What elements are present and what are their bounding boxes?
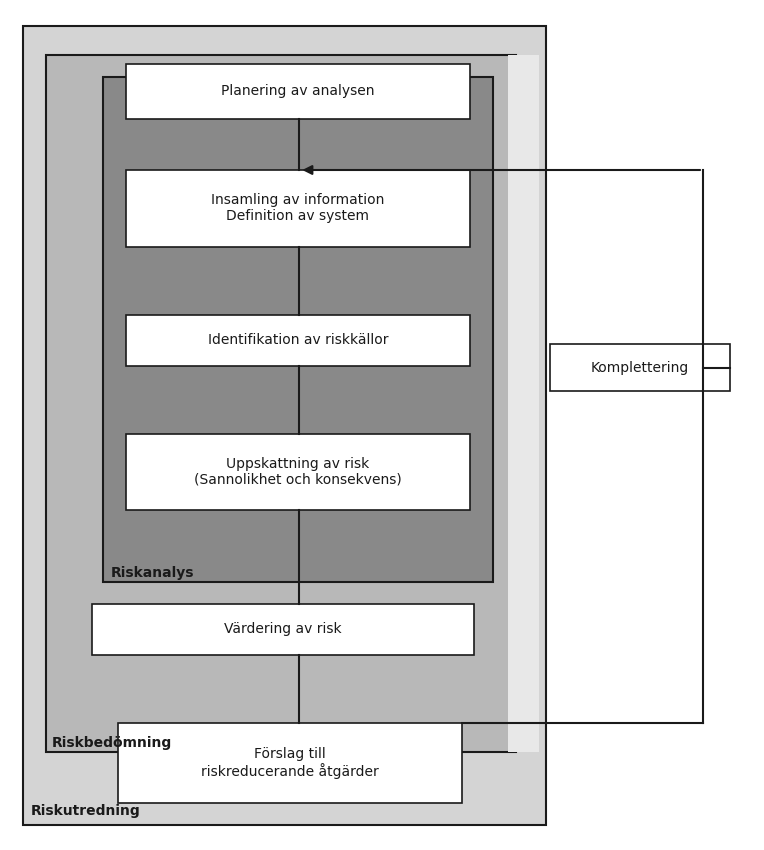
Text: Uppskattning av risk
(Sannolikhet och konsekvens): Uppskattning av risk (Sannolikhet och ko… (194, 456, 402, 487)
Text: Planering av analysen: Planering av analysen (222, 84, 374, 99)
Bar (92, 604, 474, 654)
Text: Identifikation av riskkällor: Identifikation av riskkällor (208, 333, 388, 347)
Bar (23, 26, 546, 824)
Text: Riskbedömning: Riskbedömning (52, 736, 172, 750)
Text: Insamling av information
Definition av system: Insamling av information Definition av s… (212, 193, 384, 224)
Bar (126, 170, 470, 246)
Text: Riskutredning: Riskutredning (31, 804, 141, 818)
Bar (508, 55, 539, 752)
Bar (550, 344, 730, 391)
Bar (46, 55, 516, 752)
Bar (126, 64, 470, 119)
Text: Komplettering: Komplettering (591, 360, 689, 375)
Text: Förslag till
riskreducerande åtgärder: Förslag till riskreducerande åtgärder (202, 746, 379, 779)
Bar (126, 314, 470, 366)
Text: Riskanalys: Riskanalys (111, 566, 194, 580)
Bar (118, 722, 462, 803)
Text: Värdering av risk: Värdering av risk (224, 622, 342, 636)
Bar (126, 434, 470, 510)
Bar (103, 76, 493, 582)
